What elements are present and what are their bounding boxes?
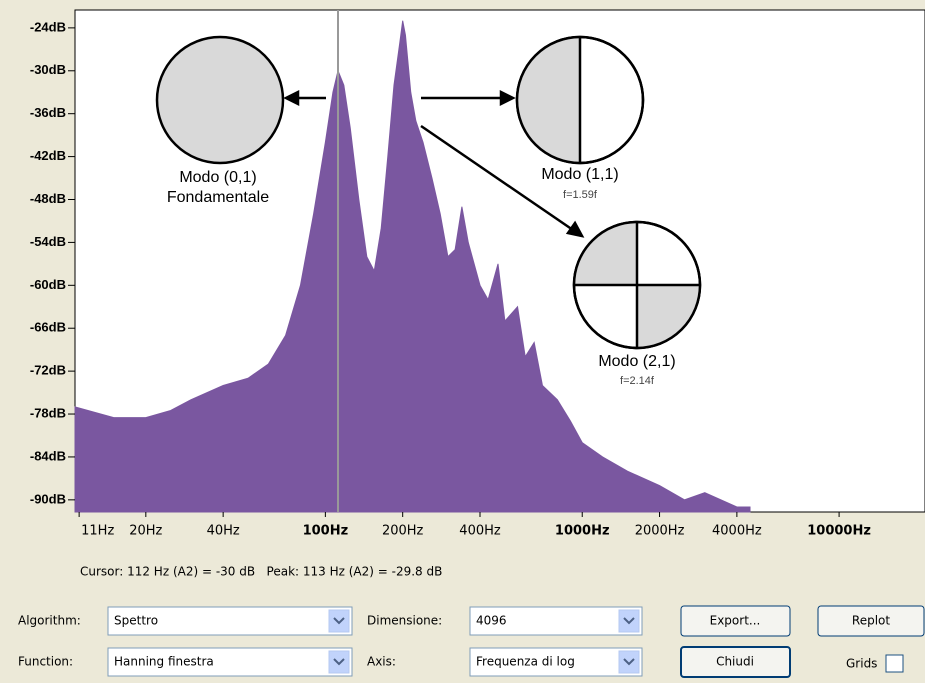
button[interactable]: Export... [681, 606, 790, 636]
button[interactable]: Chiudi [681, 647, 790, 677]
y-tick-label: -42dB [30, 148, 66, 163]
dropdown-button[interactable] [329, 651, 349, 673]
y-tick-label: -60dB [30, 277, 66, 292]
y-tick-label: -54dB [30, 234, 66, 249]
label: Axis: [367, 655, 396, 669]
x-tick-label: 100Hz [303, 524, 349, 539]
annotation: Modo (1,1) [541, 166, 618, 183]
y-tick-label: -90dB [30, 491, 66, 506]
dropdown[interactable]: Spettro [108, 607, 352, 635]
annotation: f=1.59f [563, 189, 598, 201]
label: Algorithm: [18, 614, 81, 628]
dropdown[interactable]: Hanning finestra [108, 648, 352, 676]
x-tick-label: 11Hz [81, 524, 114, 539]
dropdown-value: Hanning finestra [114, 655, 214, 669]
dropdown-button[interactable] [619, 610, 639, 632]
label: Function: [18, 655, 73, 669]
dropdown-value: Spettro [114, 614, 158, 628]
annotation: f=2.14f [620, 375, 655, 387]
spectrum-window: Modo (0,1) Fondamentale Modo (1,1) f=1.5… [0, 0, 925, 683]
y-tick-label: -78dB [30, 405, 66, 420]
button-label[interactable]: Replot [852, 614, 890, 628]
x-tick-label: 200Hz [382, 524, 424, 539]
x-tick-label: 4000Hz [712, 524, 762, 539]
dropdown-value: 4096 [476, 614, 507, 628]
x-tick-label: 2000Hz [635, 524, 685, 539]
y-tick-label: -30dB [30, 62, 66, 77]
label: Dimensione: [367, 614, 442, 628]
x-tick-label: 1000Hz [555, 524, 610, 539]
checkbox[interactable] [886, 655, 903, 672]
y-tick-label: -24dB [30, 19, 66, 34]
y-tick-label: -72dB [30, 363, 66, 378]
dropdown-value: Frequenza di log [476, 655, 575, 669]
dropdown-button[interactable] [329, 610, 349, 632]
dropdown-button[interactable] [619, 651, 639, 673]
status: Cursor: 112 Hz (A2) = -30 dB Peak: 113 H… [80, 565, 442, 579]
annotation: Modo (2,1) [598, 353, 675, 370]
annotation: Modo (0,1) [179, 169, 256, 186]
x-tick-label: 400Hz [459, 524, 501, 539]
button-label[interactable]: Chiudi [716, 655, 754, 669]
button-label[interactable]: Export... [710, 614, 761, 628]
y-tick-label: -66dB [30, 320, 66, 335]
annotation: Fondamentale [167, 189, 269, 206]
x-tick-label: 20Hz [129, 524, 162, 539]
dropdown[interactable]: 4096 [470, 607, 642, 635]
y-tick-label: -48dB [30, 191, 66, 206]
x-tick-label: 10000Hz [807, 524, 871, 539]
checkbox-label: Grids [846, 657, 877, 671]
button[interactable]: Replot [818, 606, 924, 636]
y-tick-label: -84dB [30, 448, 66, 463]
x-tick-label: 40Hz [207, 524, 240, 539]
mode-01-circle [157, 37, 283, 163]
dropdown[interactable]: Frequenza di log [470, 648, 642, 676]
y-tick-label: -36dB [30, 105, 66, 120]
